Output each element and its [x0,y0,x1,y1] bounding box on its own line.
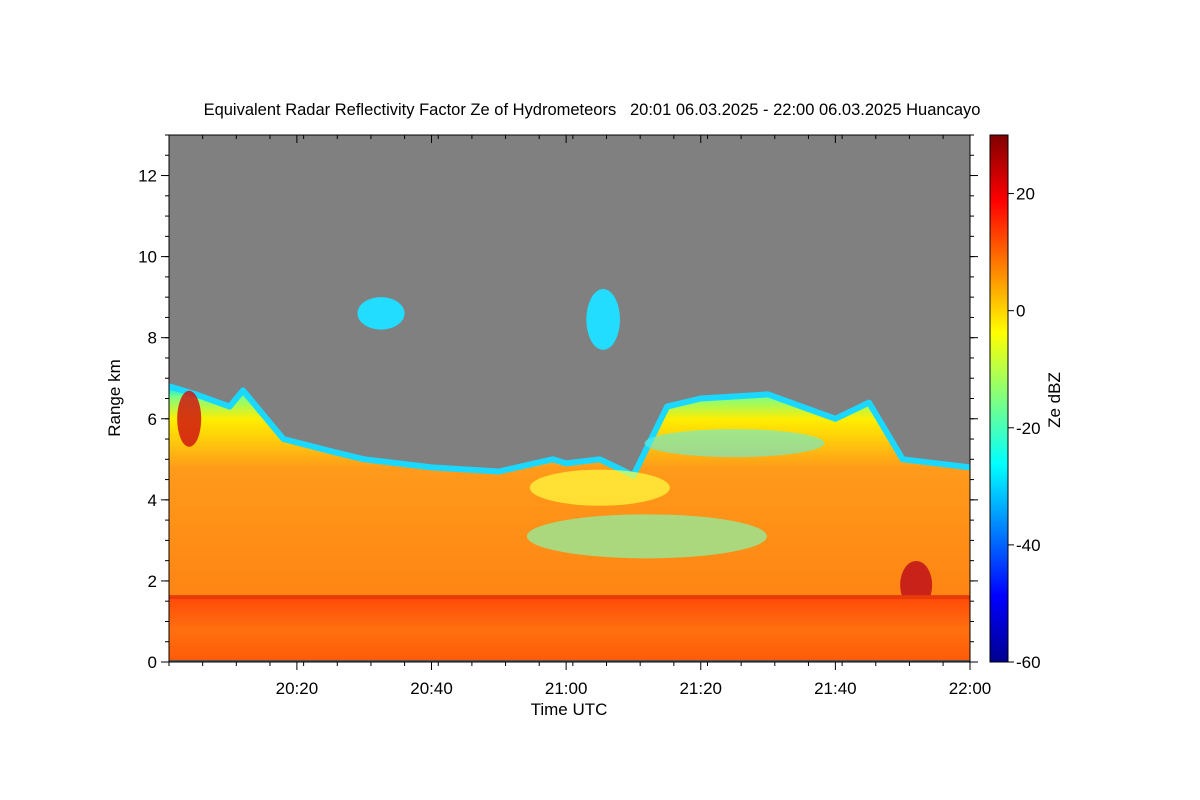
low-level-echo-layer [169,597,970,662]
colorbar-tick-label: -40 [1016,536,1041,555]
ground-line [169,659,970,662]
x-tick-label: 21:40 [814,679,857,698]
colorbar-axis: -60 -40 -20 0 20 [1008,185,1041,672]
y-axis-label: Range km [105,359,124,436]
colorbar-label: Ze dBZ [1045,372,1064,428]
colorbar-tick-label: 0 [1016,302,1025,321]
colorbar-tick-label: 20 [1016,185,1035,204]
x-tick-label: 20:40 [410,679,453,698]
x-axis: 20:20 20:40 21:00 21:20 21:40 22:00 [168,135,992,698]
colorbar [989,134,1009,663]
weak-echo-band [644,429,825,458]
weak-echo-band [529,469,670,506]
isolated-echo-patch [357,297,405,330]
isolated-echo-patch [586,289,620,350]
x-tick-label: 21:00 [545,679,588,698]
melting-layer-line [169,595,970,600]
y-tick-label: 6 [148,410,157,429]
x-axis-label: Time UTC [531,700,608,719]
strong-echo-core [177,390,202,447]
x-tick-label: 20:20 [276,679,319,698]
y-tick-label: 12 [138,167,157,186]
y-tick-label: 0 [148,653,157,672]
x-tick-label: 22:00 [949,679,992,698]
y-tick-label: 10 [138,248,157,267]
cloud-top-edge [169,383,970,479]
y-tick-label: 4 [148,491,157,510]
x-tick-label: 21:20 [679,679,722,698]
y-axis: 0 2 4 6 8 10 12 [138,134,978,672]
y-tick-label: 8 [148,329,157,348]
colorbar-tick-label: -60 [1016,653,1041,672]
isolated-echoes [357,289,620,350]
y-tick-label: 2 [148,572,157,591]
weak-echo-band [526,514,767,559]
colorbar-tick-label: -20 [1016,419,1041,438]
mid-level-weak-echoes [177,390,933,609]
plot-area [169,135,970,662]
chart-title: Equivalent Radar Reflectivity Factor Ze … [204,101,981,119]
